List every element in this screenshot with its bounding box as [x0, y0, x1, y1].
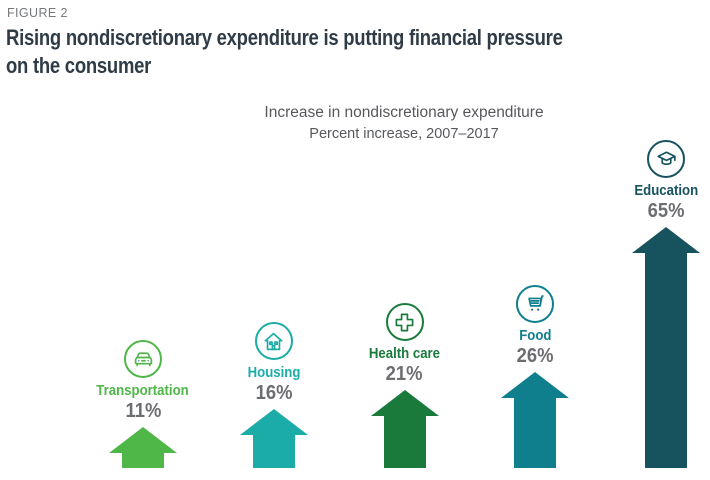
figure-title: Rising nondiscretionary expenditure is p… [6, 24, 563, 80]
category-column: .fdot{fill:#4eb748;stroke:none} Transpor… [78, 340, 208, 468]
increase-arrow [370, 390, 439, 468]
category-column: .fdot{fill:#0f7f8d;stroke:none} Food 26% [470, 285, 600, 468]
category-label: Transportation [96, 382, 190, 399]
figure-title-line2: on the consumer [6, 53, 152, 78]
category-label: Education [634, 182, 698, 199]
arrow-shape [632, 227, 700, 468]
category-value: 16% [255, 382, 293, 404]
house-icon: .fdot{fill:#1caca7;stroke:none} [254, 322, 293, 360]
medical-cross-icon: .fdot{fill:#1a7a3c;stroke:none} [385, 303, 424, 341]
figure-label: FIGURE 2 [7, 6, 68, 20]
arrow-shape [370, 390, 439, 468]
chart-subtitle: Percent increase, 2007–2017 [309, 126, 499, 142]
figure-title-line1: Rising nondiscretionary expenditure is p… [6, 25, 563, 50]
car-icon: .fdot{fill:#4eb748;stroke:none} [124, 340, 162, 378]
increase-arrow [239, 409, 308, 468]
category-label: Housing [247, 364, 301, 381]
category-column: .fdot{fill:#1a7a3c;stroke:none} Health c… [340, 303, 470, 468]
increase-arrow [109, 427, 177, 468]
arrow-shape [501, 372, 570, 468]
category-label: Health care [368, 345, 441, 362]
category-value: 11% [125, 400, 161, 422]
shopping-cart-icon: .fdot{fill:#0f7f8d;stroke:none} [516, 285, 555, 323]
category-value: 26% [516, 345, 554, 367]
graduation-cap-icon: .fdot{fill:#17525f;stroke:none} [647, 140, 685, 178]
arrow-shape [109, 427, 177, 468]
category-column: .fdot{fill:#17525f;stroke:none} Educatio… [601, 140, 710, 468]
chart-title: Increase in nondiscretionary expenditure [264, 104, 544, 121]
increase-arrow [632, 227, 700, 468]
category-column: .fdot{fill:#1caca7;stroke:none} Housing … [209, 322, 339, 468]
category-value: 65% [647, 200, 685, 222]
arrow-shape [239, 409, 308, 468]
category-value: 21% [386, 363, 423, 385]
increase-arrow [501, 372, 570, 468]
category-label: Food [519, 327, 552, 344]
